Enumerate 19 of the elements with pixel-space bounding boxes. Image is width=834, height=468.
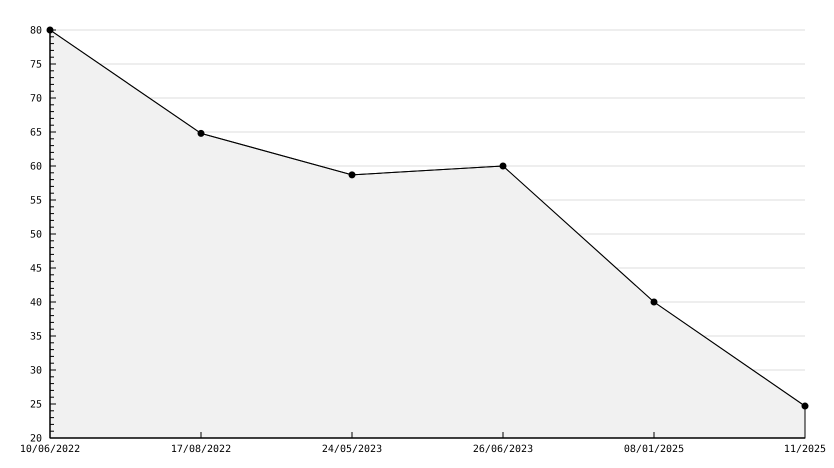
y-tick-label: 45 — [30, 264, 42, 274]
y-tick-label: 65 — [30, 128, 42, 138]
x-tick-label: 08/01/2025 — [624, 444, 684, 455]
y-tick-label: 30 — [30, 366, 42, 376]
y-tick-label: 55 — [30, 196, 42, 206]
y-tick-label: 50 — [30, 230, 42, 240]
y-tick-label: 80 — [30, 26, 42, 36]
y-tick-label: 40 — [30, 298, 42, 308]
y-tick-label: 60 — [30, 162, 42, 172]
x-tick-label: 11/2025 — [784, 444, 826, 455]
y-tick-label: 25 — [30, 400, 42, 410]
x-tick-label: 26/06/2023 — [472, 444, 534, 455]
y-tick-label: 70 — [30, 94, 42, 104]
x-tick-label: 17/08/2022 — [170, 444, 232, 455]
y-tick-label: 20 — [30, 434, 42, 444]
y-tick-label: 35 — [30, 332, 42, 342]
y-tick-label: 75 — [30, 60, 42, 70]
x-tick-label: 10/06/2022 — [20, 444, 80, 455]
x-tick-label: 24/05/2023 — [322, 444, 382, 455]
